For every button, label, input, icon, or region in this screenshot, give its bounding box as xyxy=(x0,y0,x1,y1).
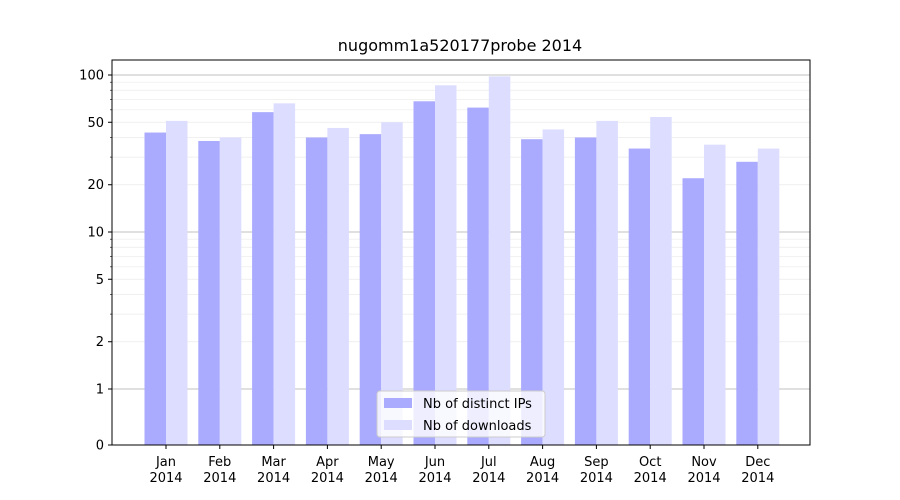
x-tick-label: Mar 2014 xyxy=(257,455,290,486)
y-tick-label: 50 xyxy=(87,116,104,131)
x-tick-label: Oct 2014 xyxy=(634,455,667,486)
bar-downloads xyxy=(757,148,780,446)
bar-downloads xyxy=(542,129,565,446)
x-tick-label: Feb 2014 xyxy=(203,455,236,486)
chart-title: nugomm1a520177probe 2014 xyxy=(338,36,582,55)
bar-distinct-ips xyxy=(628,148,651,446)
bar-distinct-ips xyxy=(682,178,704,446)
legend-label-distinct-ips: Nb of distinct IPs xyxy=(423,397,532,412)
y-tick-label: 10 xyxy=(87,226,104,241)
bar-downloads xyxy=(650,117,672,445)
bar-downloads xyxy=(381,122,403,445)
legend-label-downloads: Nb of downloads xyxy=(423,419,532,434)
plot-frame xyxy=(111,59,811,446)
bar-downloads xyxy=(219,137,242,446)
bar-downloads xyxy=(596,120,618,445)
x-tick-label: Nov 2014 xyxy=(687,455,720,486)
x-tick-label: Jul 2014 xyxy=(472,455,505,486)
x-axis: Jan 2014 Feb 2014 Mar 2014 Apr 2014 May 2014 Jun 20… xyxy=(149,445,774,486)
bar-downloads xyxy=(435,85,457,445)
y-tick-label: 100 xyxy=(79,69,104,84)
x-tick-label: Sep 2014 xyxy=(580,455,613,486)
bar-distinct-ips xyxy=(521,139,543,445)
bar-distinct-ips xyxy=(413,101,435,445)
x-tick-label: May 2014 xyxy=(365,455,398,486)
x-tick-label: Jun 2014 xyxy=(418,455,451,486)
bar-distinct-ips xyxy=(574,137,597,446)
bar-downloads xyxy=(327,127,349,445)
bar-downloads xyxy=(704,144,726,445)
x-tick-label: Jan 2014 xyxy=(149,455,182,486)
bar-distinct-ips xyxy=(144,132,166,445)
y-tick-label: 2 xyxy=(96,335,104,350)
bar-distinct-ips xyxy=(467,107,489,445)
bar-distinct-ips xyxy=(252,112,274,445)
bar-distinct-ips xyxy=(198,140,220,445)
legend-swatch-downloads xyxy=(384,420,412,430)
legend: Nb of distinct IPs Nb of downloads xyxy=(376,390,546,438)
legend-swatch-distinct-ips xyxy=(384,398,412,408)
x-tick-label: Dec 2014 xyxy=(741,455,774,486)
bar-distinct-ips xyxy=(305,137,328,446)
bars xyxy=(144,76,780,446)
bar-downloads xyxy=(488,76,511,445)
y-tick-label: 0 xyxy=(96,439,104,454)
y-tick-label: 20 xyxy=(87,178,104,193)
bar-downloads xyxy=(166,120,188,445)
bar-distinct-ips xyxy=(359,134,382,446)
y-axis: 0 1 2 5 10 20 50 100 xyxy=(79,69,112,454)
y-tick-label: 1 xyxy=(96,383,104,398)
legend-box xyxy=(376,390,546,438)
y-tick-label: 5 xyxy=(96,273,104,288)
x-tick-label: Aug 2014 xyxy=(526,455,559,486)
x-tick-label: Apr 2014 xyxy=(311,455,344,486)
bar-distinct-ips xyxy=(736,161,758,445)
bar-downloads xyxy=(273,103,296,445)
